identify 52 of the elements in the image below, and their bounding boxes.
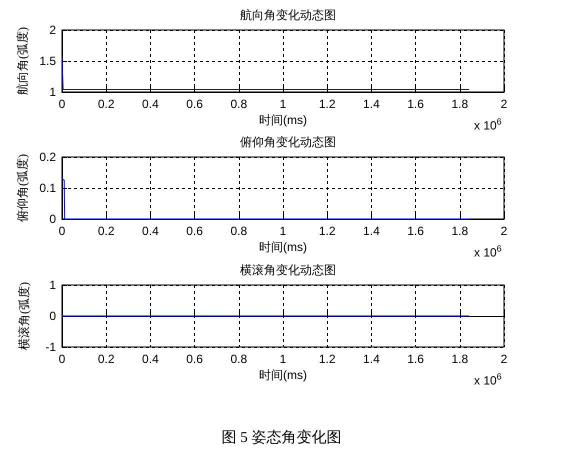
y-tick-label: 1 — [49, 278, 56, 292]
x-tick-label: 0 — [58, 224, 66, 238]
y-axis-title: 航向角(弧度) — [15, 27, 30, 95]
x-axis-title: 时间(ms) — [259, 240, 307, 254]
x-tick-label: 0.6 — [186, 97, 204, 111]
y-tick-label: 1.5 — [39, 54, 56, 68]
y-tick-label: 2 — [49, 23, 56, 37]
x-tick-label: 0.4 — [142, 352, 160, 366]
x-tick-label: 0 — [58, 352, 66, 366]
x-tick-label: 0.4 — [142, 97, 160, 111]
y-tick-label: 0.2 — [39, 150, 56, 164]
y-tick-label: 1 — [49, 85, 56, 99]
x-tick-label: 0.6 — [186, 352, 204, 366]
x-tick-label: 1.8 — [451, 97, 468, 111]
chart-title: 横滚角变化动态图 — [240, 263, 336, 277]
x-tick-label: 1 — [280, 352, 287, 366]
x-tick-label: 2 — [500, 97, 508, 111]
x-tick-label: 0.4 — [142, 224, 160, 238]
y-axis-title: 俯仰角(弧度) — [15, 154, 30, 222]
x-tick-label: 0.2 — [98, 352, 115, 366]
x-tick-label: 2 — [500, 352, 508, 366]
caption: 图 5 姿态角变化图 — [220, 428, 342, 447]
x-tick-label: 1 — [280, 97, 287, 111]
x-tick-label: 1.8 — [451, 224, 468, 238]
x-tick-label: 1.8 — [451, 352, 468, 366]
x-tick-label: 0.8 — [230, 97, 248, 111]
x-tick-label: 0.8 — [230, 352, 248, 366]
y-tick-label: 0.1 — [39, 181, 56, 195]
x-tick-label: 1.2 — [318, 352, 336, 366]
y-tick-label: 0 — [49, 212, 56, 226]
x-axis-title: 时间(ms) — [259, 113, 307, 127]
y-axis-title: 横滚角(弧度) — [17, 282, 31, 350]
y-tick-label: -1 — [45, 340, 56, 354]
x-tick-label: 0.2 — [98, 97, 115, 111]
x-tick-label: 1.4 — [363, 97, 380, 111]
x-tick-label: 0.2 — [98, 224, 115, 238]
chart-title: 航向角变化动态图 — [240, 8, 336, 22]
x-tick-label: 1 — [280, 224, 287, 238]
x-tick-label: 2 — [500, 224, 508, 238]
y-tick-label: 0 — [49, 309, 56, 323]
x-tick-label: 1.2 — [318, 224, 336, 238]
x-tick-label: 0.6 — [186, 224, 204, 238]
x-tick-label: 0.8 — [230, 224, 248, 238]
x-tick-label: 1.6 — [407, 352, 424, 366]
x-axis-title: 时间(ms) — [259, 368, 307, 382]
x-tick-label: 1.2 — [318, 97, 336, 111]
x-tick-label: 1.4 — [363, 224, 380, 238]
x-tick-label: 1.4 — [363, 352, 380, 366]
x-tick-label: 0 — [58, 97, 66, 111]
x-tick-label: 1.6 — [407, 97, 424, 111]
chart-title: 俯仰角变化动态图 — [240, 135, 336, 149]
x-tick-label: 1.6 — [407, 224, 424, 238]
